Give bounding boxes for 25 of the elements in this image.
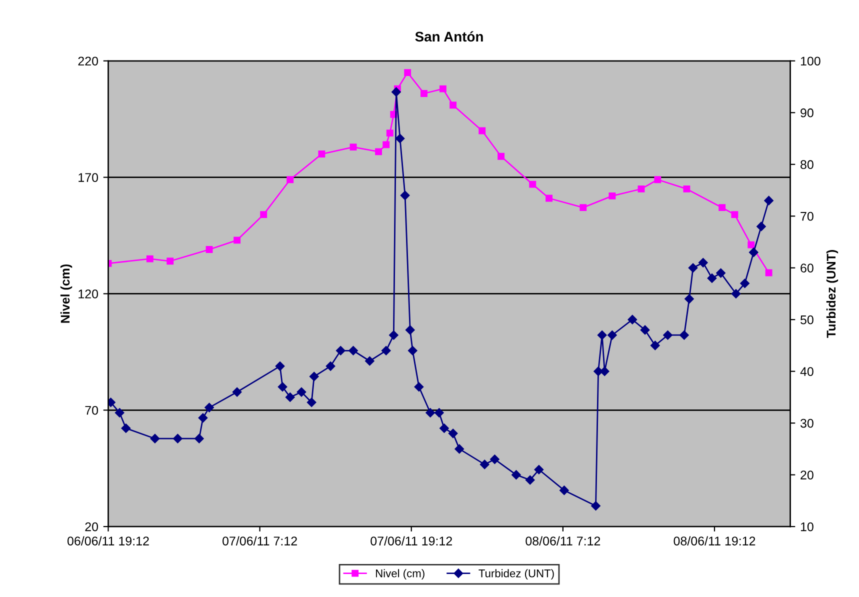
y2-tick-label: 10 (800, 522, 814, 532)
y2-tick-label: 30 (800, 418, 814, 428)
legend-label: Nivel (cm) (376, 569, 424, 580)
y-tick-label: 70 (85, 406, 98, 415)
y-tick-label: 220 (78, 56, 98, 66)
y-tick-label: 170 (78, 173, 98, 182)
y2-tick-label: 80 (800, 160, 814, 170)
y2-tick-label: 100 (800, 56, 820, 66)
y2-tick-label: 60 (800, 264, 814, 273)
y2-tick-label: 70 (800, 212, 814, 221)
y2-tick-label: 90 (800, 108, 814, 118)
y-tick-label: 20 (85, 522, 98, 532)
x-tick-label: 06/06/11 19:12 (67, 536, 149, 546)
x-tick-label: 08/06/11 19:12 (674, 536, 756, 546)
y2-tick-label: 40 (800, 367, 814, 376)
x-tick-label: 08/06/11 7:12 (526, 536, 600, 546)
chart-title: San Antón (415, 31, 483, 42)
x-tick-label: 07/06/11 7:12 (222, 536, 297, 546)
legend-label: Turbidez (UNT) (478, 569, 554, 580)
y-axis-title: Nivel (cm) (60, 264, 72, 323)
y2-tick-label: 20 (800, 470, 814, 480)
y2-axis-title: Turbidez (UNT) (826, 250, 838, 338)
x-tick-label: 07/06/11 19:12 (370, 536, 452, 546)
y2-tick-label: 50 (800, 315, 814, 324)
y-tick-label: 120 (78, 290, 98, 298)
